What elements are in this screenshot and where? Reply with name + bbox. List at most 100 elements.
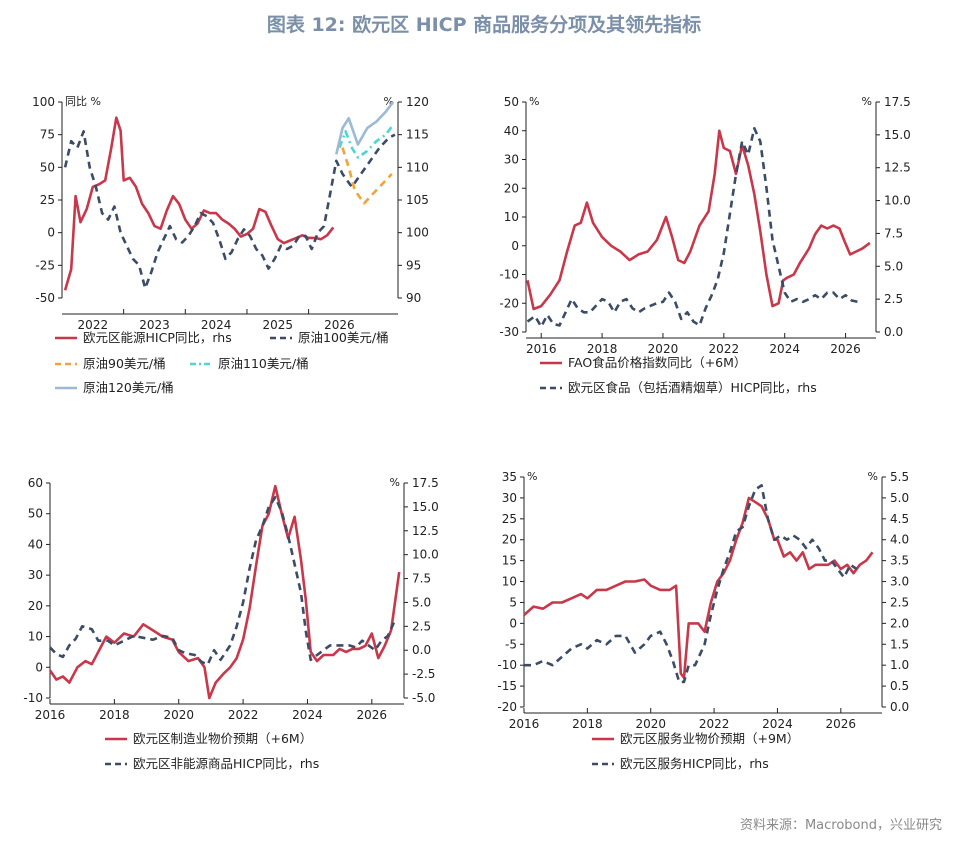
left-tick-label: 10: [502, 575, 517, 589]
x-tick-label: 2024: [201, 318, 232, 332]
right-tick-label: 4.5: [890, 512, 909, 526]
right-tick-label: 95: [406, 258, 421, 272]
series-line-1: [523, 496, 874, 679]
right-tick-label: 15.0: [884, 128, 911, 142]
right-tick-label: 100: [406, 226, 429, 240]
x-tick-label: 2018: [99, 708, 130, 722]
right-tick-label: 0.0: [412, 643, 431, 657]
left-tick-label: 30: [504, 153, 519, 167]
x-tick-label: 2024: [762, 717, 793, 731]
left-tick-label: 20: [502, 533, 517, 547]
chart-2: -30 -20 -10 0 10 20 30 40 50 0.0 2.5 5.0 7.5 10.0 12.5…: [499, 95, 910, 395]
x-tick-label: 2020: [635, 717, 666, 731]
left-unit-label: %: [529, 95, 539, 108]
right-tick-label: 10.0: [884, 194, 911, 208]
right-tick-label: 105: [406, 193, 429, 207]
left-tick-label: 25: [502, 512, 517, 526]
left-tick-label: 40: [28, 537, 43, 551]
left-tick-label: 50: [28, 507, 43, 521]
right-tick-label: 5.0: [890, 491, 909, 505]
left-tick-label: 5: [509, 595, 517, 609]
right-tick-label: 0.0: [890, 700, 909, 714]
right-tick-label: 90: [406, 291, 421, 305]
right-tick-label: 12.5: [412, 524, 439, 538]
left-tick-label: 75: [40, 128, 55, 142]
left-tick-label: 10: [504, 210, 519, 224]
right-tick-label: 17.5: [412, 476, 439, 490]
left-tick-label: -50: [35, 291, 55, 305]
left-tick-label: 15: [502, 554, 517, 568]
right-tick-label: -5.0: [412, 691, 435, 705]
legend-label: 原油110美元/桶: [218, 356, 309, 371]
left-tick-label: -30: [499, 325, 519, 339]
left-tick-label: 0: [35, 660, 43, 674]
right-tick-label: 3.5: [890, 554, 909, 568]
right-tick-label: 2.5: [884, 292, 903, 306]
right-tick-label: 15.0: [412, 500, 439, 514]
left-tick-label: -25: [35, 258, 55, 272]
series-line-1: [48, 484, 401, 700]
right-unit-label: %: [384, 95, 394, 108]
x-tick-label: 2026: [357, 708, 388, 722]
right-tick-label: 7.5: [884, 226, 903, 240]
right-tick-label: 0.0: [884, 325, 903, 339]
right-tick-label: 1.5: [890, 637, 909, 651]
left-tick-label: -10: [499, 268, 519, 282]
chart-4: -20 -15 -10 -5 0 5 10 15 20 25 30 35 0.0 0.5 1.0 1.5 2.0…: [497, 470, 909, 771]
legend-label: 原油90美元/桶: [83, 356, 166, 371]
legend-label: 欧元区能源HICP同比，rhs: [83, 330, 232, 345]
left-tick-label: 30: [28, 568, 43, 582]
series-line-2: [63, 130, 396, 290]
right-tick-label: -2.5: [412, 667, 435, 681]
left-tick-label: -10: [23, 691, 43, 705]
legend-label: 原油120美元/桶: [83, 380, 174, 395]
x-tick-label: 2026: [826, 717, 857, 731]
right-tick-label: 110: [406, 160, 429, 174]
legend-label: 欧元区制造业物价预期（+6M）: [133, 731, 312, 746]
left-tick-label: 10: [28, 630, 43, 644]
x-tick-label: 2022: [709, 342, 740, 356]
right-tick-label: 3.0: [890, 575, 909, 589]
series-line-2: [524, 484, 858, 684]
x-tick-label: 2025: [263, 318, 294, 332]
left-tick-label: 50: [40, 160, 55, 174]
x-tick-label: 2018: [587, 342, 618, 356]
right-unit-label: %: [862, 95, 872, 108]
left-tick-label: 100: [32, 95, 55, 109]
right-tick-label: 5.0: [412, 595, 431, 609]
left-tick-label: 40: [504, 124, 519, 138]
x-tick-label: 2020: [648, 342, 679, 356]
x-tick-label: 2024: [769, 342, 800, 356]
left-tick-label: 50: [504, 95, 519, 109]
right-tick-label: 5.5: [890, 470, 909, 484]
series-line-4: [338, 124, 395, 159]
chart-3: -10 0 10 20 30 40 50 60 -5.0 -2.5 0.0 2.5 5.0 7.5 10.0…: [23, 476, 438, 771]
x-tick-label: 2016: [526, 342, 557, 356]
x-tick-label: 2016: [35, 708, 66, 722]
source-note: 资料来源：Macrobond，兴业研究: [739, 818, 942, 833]
x-tick-label: 2026: [324, 318, 355, 332]
right-unit-label: %: [390, 476, 400, 489]
left-tick-label: 20: [28, 599, 43, 613]
legend-label: FAO食品价格指数同比（+6M）: [568, 355, 746, 370]
right-tick-label: 5.0: [884, 259, 903, 273]
left-tick-label: -20: [499, 296, 519, 310]
x-tick-label: 2022: [228, 708, 259, 722]
left-tick-label: 35: [502, 470, 517, 484]
right-tick-label: 2.5: [412, 619, 431, 633]
right-tick-label: 4.0: [890, 533, 909, 547]
x-tick-label: 2022: [699, 717, 730, 731]
left-tick-label: 20: [504, 181, 519, 195]
right-tick-label: 7.5: [412, 572, 431, 586]
x-tick-label: 2026: [830, 342, 861, 356]
left-tick-label: -10: [497, 658, 517, 672]
legend-label: 原油100美元/桶: [298, 330, 389, 345]
right-tick-label: 12.5: [884, 161, 911, 175]
series-line-5: [335, 101, 395, 155]
left-tick-label: 25: [40, 193, 55, 207]
series-line-3: [341, 147, 393, 205]
series-line-2: [49, 496, 396, 666]
right-tick-label: 115: [406, 128, 429, 142]
x-tick-label: 2020: [163, 708, 194, 722]
